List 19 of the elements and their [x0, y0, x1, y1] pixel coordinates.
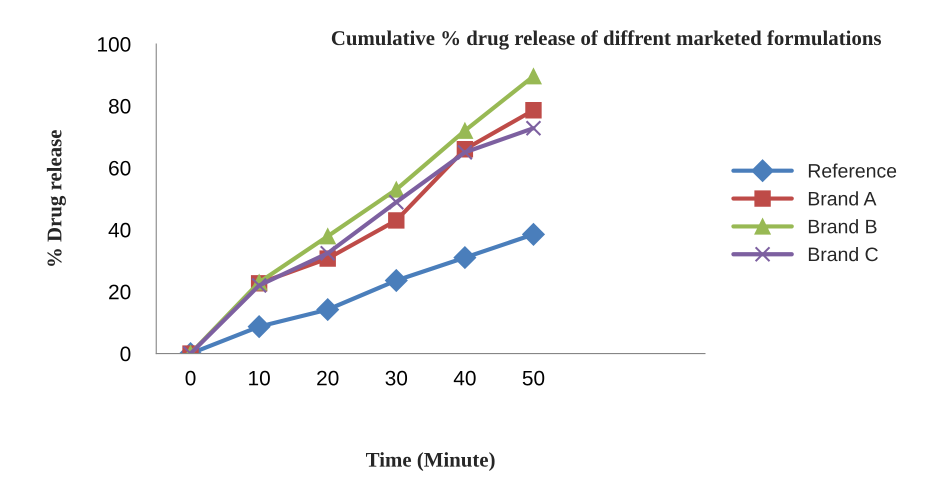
legend-label: Reference: [808, 163, 896, 178]
x-axis-title: Time (Minute): [366, 452, 495, 472]
x-tick-label: 10: [249, 370, 270, 386]
y-tick-label: 100: [98, 37, 130, 52]
y-tick-label: 60: [109, 160, 130, 176]
y-tick-label: 20: [109, 284, 130, 300]
x-tick-label: 50: [522, 370, 544, 386]
legend-label: Brand C: [808, 246, 878, 262]
chart-title: Cumulative % drug release of diffrent marketed formulations: [332, 30, 882, 50]
y-tick-label: 40: [108, 222, 130, 238]
y-axis-title: % Drug release: [46, 130, 66, 266]
legend-label: Brand B: [808, 219, 877, 234]
x-tick-label: 0: [186, 370, 196, 386]
y-tick-label: 0: [120, 346, 130, 362]
legend-label: Brand A: [808, 191, 876, 206]
x-tick-label: 40: [454, 370, 476, 386]
x-tick-label: 20: [317, 370, 338, 386]
x-tick-label: 30: [386, 370, 408, 386]
y-tick-label: 80: [108, 98, 130, 114]
